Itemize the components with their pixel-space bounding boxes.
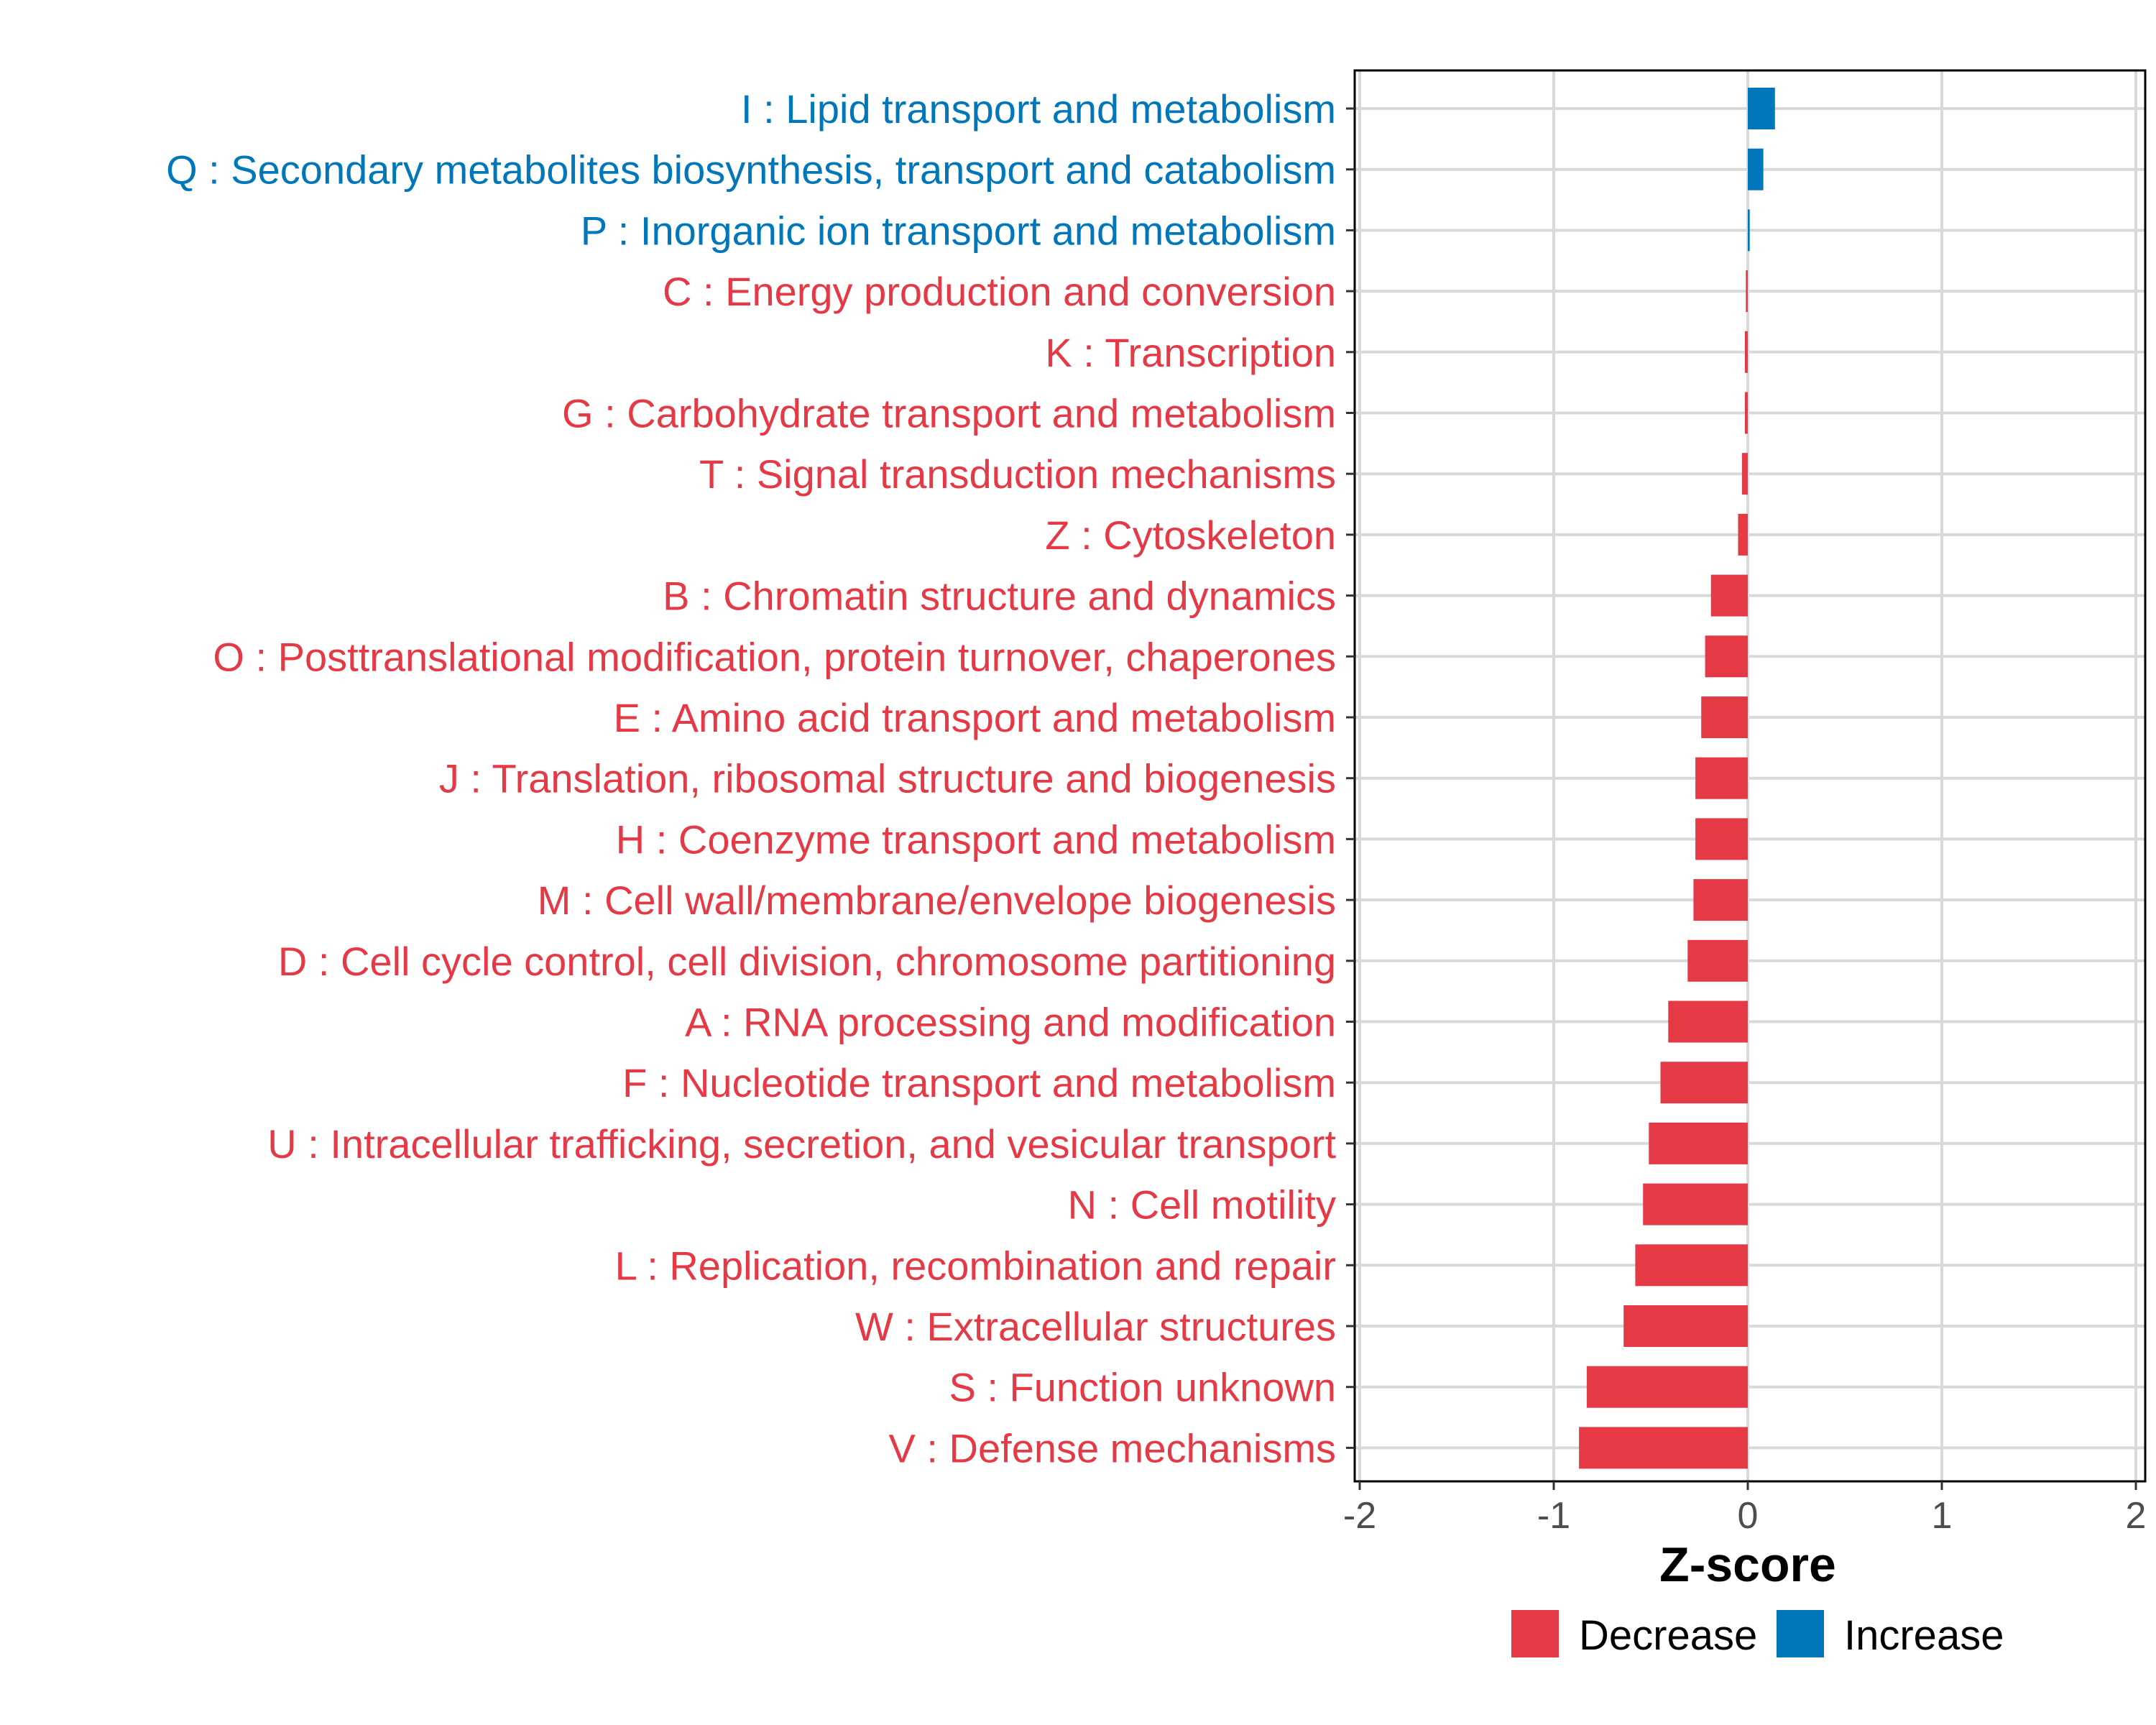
category-label: D : Cell cycle control, cell division, c… xyxy=(278,939,1336,984)
bar xyxy=(1687,939,1748,982)
category-label: N : Cell motility xyxy=(1068,1182,1336,1228)
x-tick-label: -1 xyxy=(1537,1495,1570,1537)
x-axis-title: Z-score xyxy=(1659,1537,1836,1592)
bar xyxy=(1649,1122,1748,1164)
legend-key-decrease xyxy=(1511,1610,1559,1657)
category-label: B : Chromatin structure and dynamics xyxy=(663,574,1336,619)
category-label: M : Cell wall/membrane/envelope biogenes… xyxy=(538,878,1336,923)
legend-key-increase xyxy=(1777,1610,1824,1657)
x-tick-label: 1 xyxy=(1932,1495,1953,1537)
legend: Decrease Increase xyxy=(1511,1610,2004,1659)
bar xyxy=(1741,453,1748,495)
bar xyxy=(1710,574,1748,617)
category-label: I : Lipid transport and metabolism xyxy=(741,86,1336,132)
bar xyxy=(1586,1366,1748,1408)
bar xyxy=(1744,331,1748,373)
category-label: Z : Cytoskeleton xyxy=(1045,512,1336,558)
bars xyxy=(1579,88,1775,1469)
category-label: A : RNA processing and modification xyxy=(685,1000,1336,1045)
category-label: V : Defense mechanisms xyxy=(889,1425,1336,1471)
category-label: T : Signal transduction mechanisms xyxy=(699,451,1336,497)
bar xyxy=(1695,757,1748,799)
category-label: L : Replication, recombination and repai… xyxy=(615,1243,1336,1288)
category-label: Q : Secondary metabolites biosynthesis, … xyxy=(166,147,1336,193)
bar xyxy=(1623,1305,1748,1347)
category-label: W : Extracellular structures xyxy=(855,1304,1336,1349)
category-label: F : Nucleotide transport and metabolism xyxy=(622,1060,1336,1105)
x-tick-label: 2 xyxy=(2126,1495,2147,1537)
bar xyxy=(1746,270,1748,313)
x-tick-label: 0 xyxy=(1738,1495,1759,1537)
category-label: H : Coenzyme transport and metabolism xyxy=(616,816,1336,862)
category-label: E : Amino acid transport and metabolism xyxy=(614,695,1336,740)
bar xyxy=(1748,209,1750,252)
bar xyxy=(1660,1062,1748,1104)
category-label: C : Energy production and conversion xyxy=(663,269,1336,314)
category-label: O : Posttranslational modification, prot… xyxy=(213,634,1336,679)
x-axis-ticks: -2 -1 0 1 2 xyxy=(1343,1481,2147,1537)
category-label: G : Carbohydrate transport and metabolis… xyxy=(562,391,1336,436)
bar xyxy=(1693,879,1748,921)
bar xyxy=(1738,513,1748,556)
bar xyxy=(1748,148,1764,190)
category-label: U : Intracellular trafficking, secretion… xyxy=(267,1121,1336,1167)
bar xyxy=(1643,1183,1748,1225)
bar xyxy=(1705,635,1748,678)
category-label: K : Transcription xyxy=(1045,330,1336,375)
bar xyxy=(1635,1244,1748,1287)
y-axis-ticks xyxy=(1346,107,1355,1449)
bar xyxy=(1695,818,1748,860)
category-label: J : Translation, ribosomal structure and… xyxy=(439,756,1336,801)
bar xyxy=(1668,1000,1748,1043)
bar xyxy=(1744,392,1748,434)
bar xyxy=(1748,88,1775,129)
category-labels: I : Lipid transport and metabolism Q : Se… xyxy=(166,86,1336,1471)
x-tick-label: -2 xyxy=(1343,1495,1376,1537)
category-label: P : Inorganic ion transport and metaboli… xyxy=(581,208,1336,253)
bar xyxy=(1701,696,1748,738)
legend-label-decrease: Decrease xyxy=(1579,1612,1757,1659)
legend-label-increase: Increase xyxy=(1844,1612,2004,1659)
panel-border xyxy=(1353,69,2147,1483)
category-label: S : Function unknown xyxy=(949,1365,1336,1410)
bar xyxy=(1579,1427,1748,1469)
